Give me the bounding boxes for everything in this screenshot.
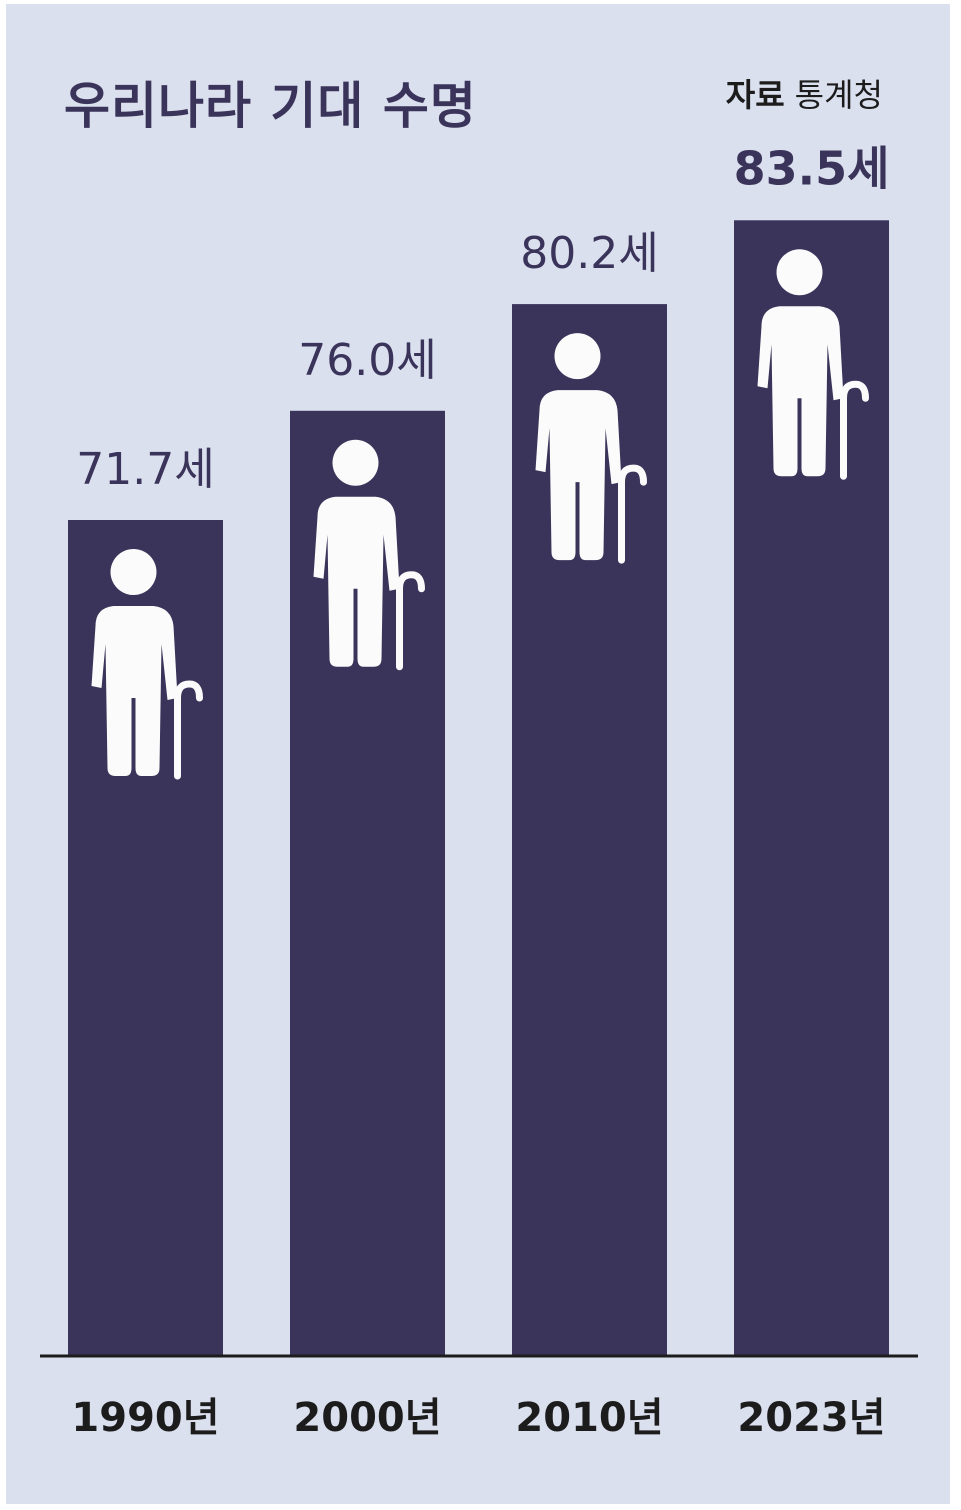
elderly-person-icon (535, 333, 647, 564)
value-label: 71.7세 (76, 444, 214, 495)
bar-group-3: 83.5세 2023년 (734, 141, 890, 1441)
value-label: 80.2세 (520, 228, 658, 279)
category-label: 2023년 (737, 1395, 885, 1441)
chart-title: 우리나라 기대 수명 (64, 77, 477, 135)
elderly-person-icon (757, 249, 869, 480)
value-label: 76.0세 (298, 335, 436, 386)
source-name: 통계청 (794, 76, 883, 114)
bar-group-2: 80.2세 2010년 (512, 228, 667, 1441)
bar-group-0: 71.7세 1990년 (68, 444, 223, 1441)
source-label: 자료 (725, 76, 785, 114)
category-label: 2010년 (515, 1395, 663, 1441)
value-label: 83.5세 (734, 141, 890, 195)
source-note: 자료 통계청 (726, 70, 883, 116)
elderly-person-icon (313, 439, 425, 671)
category-label: 1990년 (71, 1395, 219, 1441)
elderly-person-icon (91, 549, 203, 780)
bar-group-1: 76.0세 2000년 (290, 335, 445, 1441)
category-label: 2000년 (293, 1395, 441, 1441)
